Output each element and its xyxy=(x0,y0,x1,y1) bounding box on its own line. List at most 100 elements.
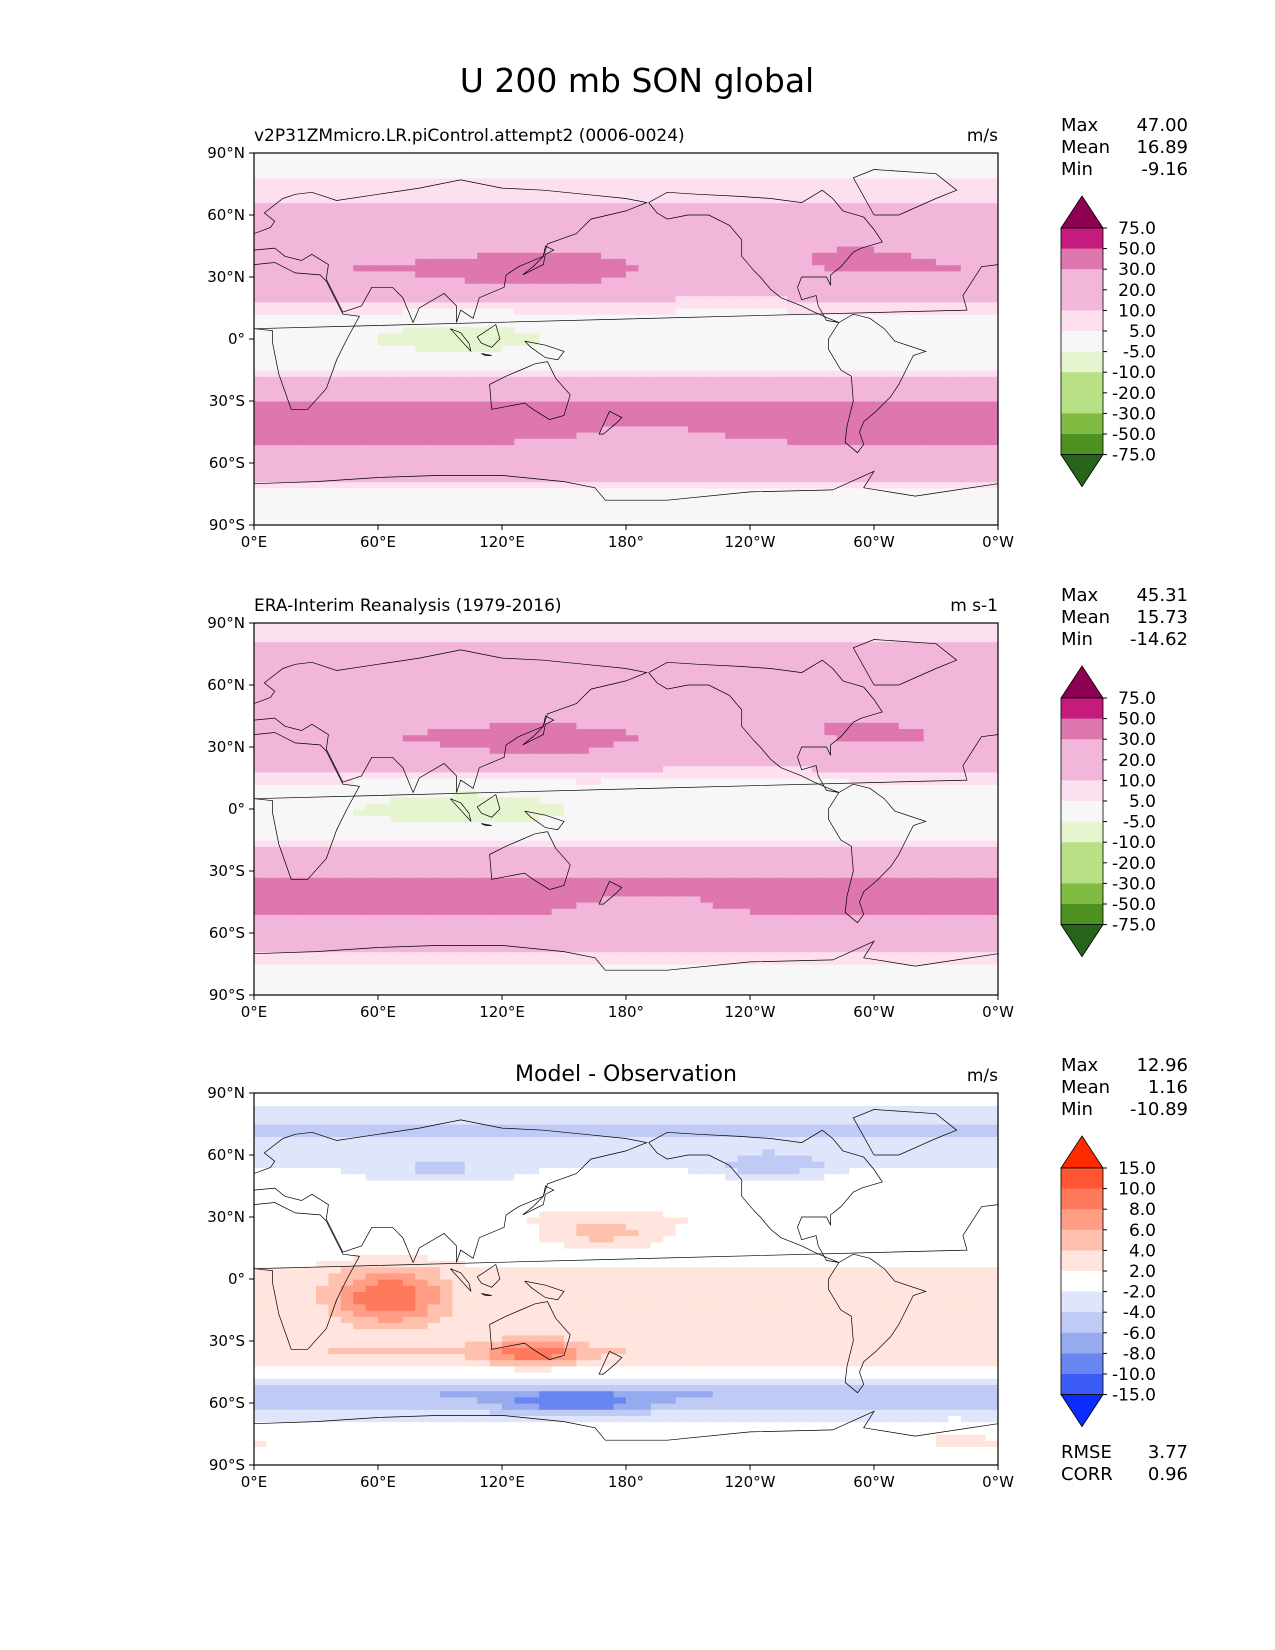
field-cell xyxy=(874,982,887,990)
field-cell xyxy=(254,902,267,909)
field-cell xyxy=(700,177,714,185)
field-cell xyxy=(365,469,379,476)
field-cell xyxy=(948,252,962,259)
field-cell xyxy=(303,326,317,334)
field-cell xyxy=(675,215,689,222)
field-cell xyxy=(266,388,280,396)
field-cell xyxy=(849,332,863,340)
field-cell xyxy=(489,363,503,371)
field-cell xyxy=(378,370,391,377)
field-cell xyxy=(985,957,999,965)
field-cell xyxy=(402,208,416,216)
field-cell xyxy=(353,914,367,922)
field-cell xyxy=(353,982,367,990)
field-cell xyxy=(973,933,987,940)
field-cell xyxy=(365,518,379,526)
field-cell xyxy=(725,227,739,235)
field-cell xyxy=(502,388,515,396)
field-cell xyxy=(514,295,528,303)
field-cell xyxy=(836,864,850,872)
field-cell xyxy=(489,419,503,427)
field-cell xyxy=(564,500,577,507)
field-cell xyxy=(700,289,714,297)
field-cell xyxy=(675,382,689,390)
field-cell xyxy=(254,277,267,284)
field-cell xyxy=(477,982,491,990)
field-cell xyxy=(303,858,317,866)
field-cell xyxy=(626,264,639,272)
field-cell xyxy=(923,165,937,173)
field-cell xyxy=(638,988,652,996)
field-cell xyxy=(973,252,987,259)
field-cell xyxy=(663,208,677,216)
field-cell xyxy=(440,512,453,520)
field-cell xyxy=(936,957,949,965)
field-cell xyxy=(526,153,540,160)
field-cell xyxy=(576,339,590,346)
field-cell xyxy=(601,215,615,222)
field-cell xyxy=(787,357,801,365)
field-cell xyxy=(688,481,701,489)
field-cell xyxy=(303,153,317,160)
field-cell xyxy=(254,945,267,953)
field-cell xyxy=(973,889,987,897)
field-cell xyxy=(576,500,590,507)
field-cell xyxy=(849,376,863,383)
field-cell xyxy=(291,283,305,290)
field-cell xyxy=(650,239,664,247)
field-cell xyxy=(539,388,553,396)
field-cell xyxy=(427,314,441,321)
field-cell xyxy=(638,982,652,990)
field-cell xyxy=(316,895,329,903)
field-cell xyxy=(663,926,677,934)
field-cell xyxy=(576,153,590,160)
field-cell xyxy=(588,926,602,934)
field-cell xyxy=(812,926,825,934)
field-cell xyxy=(613,184,627,191)
field-cell xyxy=(812,450,825,458)
field-cell xyxy=(378,500,391,507)
field-cell xyxy=(799,363,813,371)
field-cell xyxy=(836,351,850,359)
field-cell xyxy=(328,889,342,897)
field-cell xyxy=(390,233,404,241)
field-cell xyxy=(340,512,354,520)
field-cell xyxy=(836,159,850,166)
field-cell xyxy=(502,518,515,526)
field-cell xyxy=(787,351,801,359)
field-cell xyxy=(539,908,553,915)
field-cell xyxy=(254,159,267,166)
colorbar-label: 75.0 xyxy=(1118,219,1156,239)
field-cell xyxy=(353,419,367,427)
field-cell xyxy=(973,512,987,520)
field-cell xyxy=(675,988,689,996)
field-cell xyxy=(712,413,726,421)
field-cell xyxy=(874,419,887,427)
field-cell xyxy=(799,388,813,396)
field-cell xyxy=(874,351,887,359)
colorbar-extend-bottom xyxy=(1060,454,1104,488)
field-cell xyxy=(936,351,949,359)
field-cell xyxy=(514,877,528,884)
field-cell xyxy=(353,425,367,433)
field-cell xyxy=(688,877,701,884)
field-cell xyxy=(427,332,441,340)
field-cell xyxy=(626,283,639,290)
field-cell xyxy=(762,252,776,259)
field-cell xyxy=(675,339,689,346)
field-cell xyxy=(340,933,354,940)
field-cell xyxy=(489,450,503,458)
field-cell xyxy=(898,487,912,495)
field-cell xyxy=(712,933,726,940)
field-cell xyxy=(303,320,317,328)
field-cell xyxy=(514,314,528,321)
field-cell xyxy=(613,320,627,328)
field-cell xyxy=(799,270,813,278)
field-cell xyxy=(564,945,577,953)
field-cell xyxy=(390,308,404,315)
field-cell xyxy=(824,970,838,977)
field-cell xyxy=(303,239,317,247)
field-cell xyxy=(477,295,491,303)
field-cell xyxy=(291,376,305,383)
field-cell xyxy=(898,314,912,321)
